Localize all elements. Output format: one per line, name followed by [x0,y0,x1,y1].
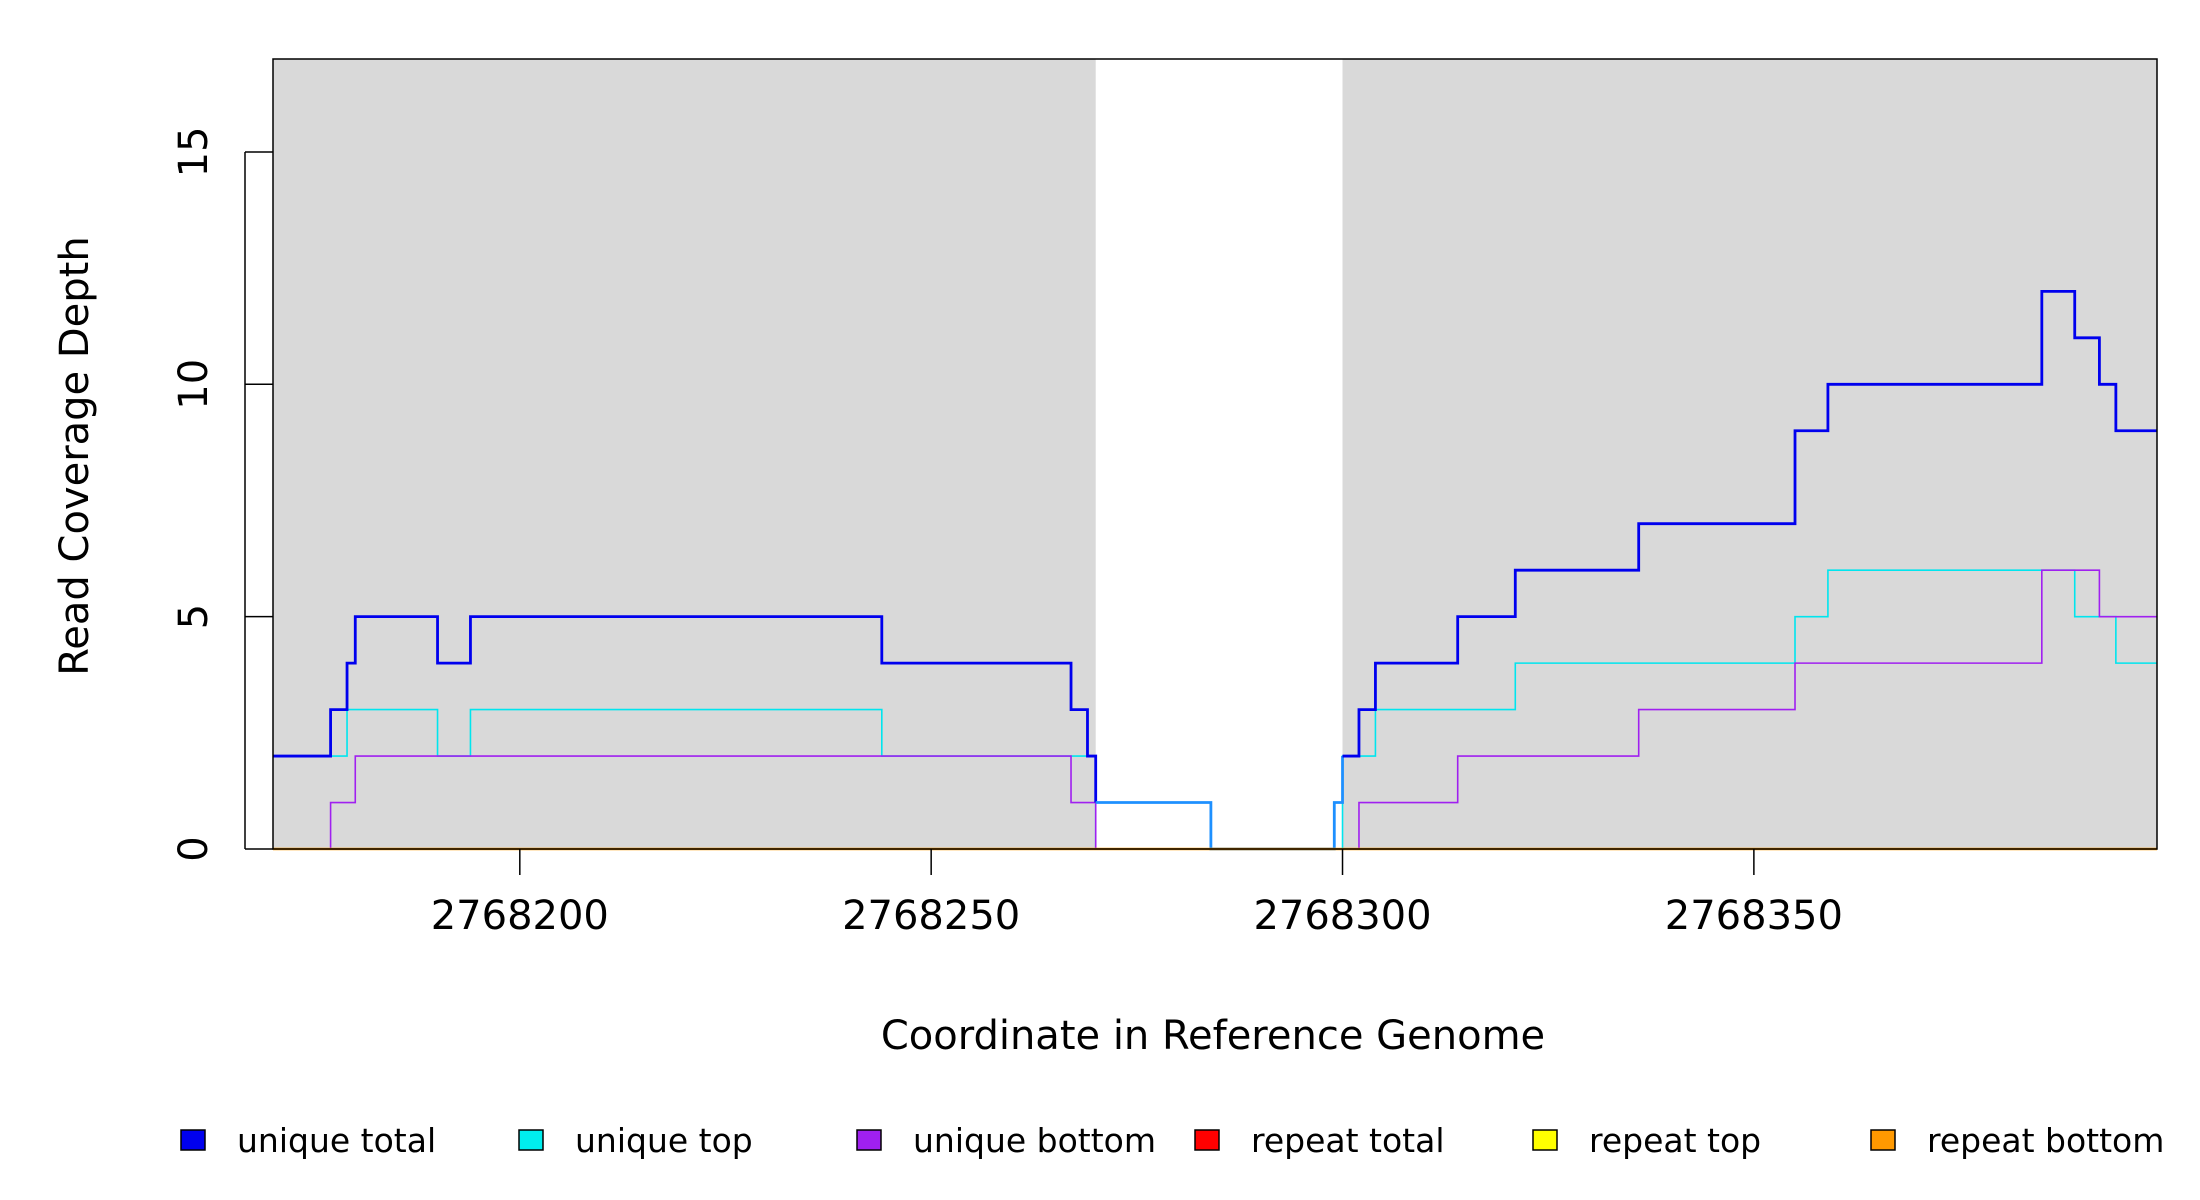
x-tick-label: 2768350 [1665,893,1843,939]
legend-label: unique bottom [913,1121,1156,1160]
series-unique-total [273,615,1098,803]
y-axis: 0 5 10 15 [171,126,273,862]
shaded-region-2 [1342,59,2157,849]
legend-label: repeat bottom [1927,1121,2164,1160]
series-unique-total [1342,289,2157,758]
series-unique-bottom [273,569,2157,850]
legend-swatch [518,1129,544,1151]
series-unique-total [1095,756,1344,851]
legend: unique total unique top unique bottom repea… [180,1121,2164,1160]
x-axis: 2768200 2768250 2768300 2768350 [431,849,1843,939]
legend-swatch [180,1129,206,1151]
plot-frame [272,58,2158,850]
legend-item: unique top [518,1121,753,1160]
legend-swatch [1870,1129,1896,1151]
legend-label: repeat total [1251,1121,1445,1160]
y-axis-label: Read Coverage Depth [52,236,98,675]
x-tick-label: 2768250 [842,893,1020,939]
legend-swatch [856,1129,882,1151]
x-tick-label: 2768200 [431,893,609,939]
legend-label: unique top [575,1121,753,1160]
legend-item: unique total [180,1121,436,1160]
x-axis-label: Coordinate in Reference Genome [881,1013,1545,1059]
shaded-region-1 [273,59,1096,849]
legend-swatch [1194,1129,1220,1151]
legend-label: unique total [237,1121,436,1160]
x-tick-label: 2768300 [1253,893,1431,939]
legend-item: unique bottom [856,1121,1156,1160]
legend-swatch [1532,1129,1558,1151]
legend-item: repeat top [1532,1121,1761,1160]
legend-item: repeat total [1194,1121,1445,1160]
shaded-regions [273,59,2157,849]
y-tick-label: 10 [171,359,217,410]
y-tick-label: 5 [171,604,217,629]
y-tick-label: 15 [171,126,217,177]
legend-label: repeat top [1589,1121,1761,1160]
legend-item: repeat bottom [1870,1121,2164,1160]
y-tick-label: 0 [171,836,217,861]
